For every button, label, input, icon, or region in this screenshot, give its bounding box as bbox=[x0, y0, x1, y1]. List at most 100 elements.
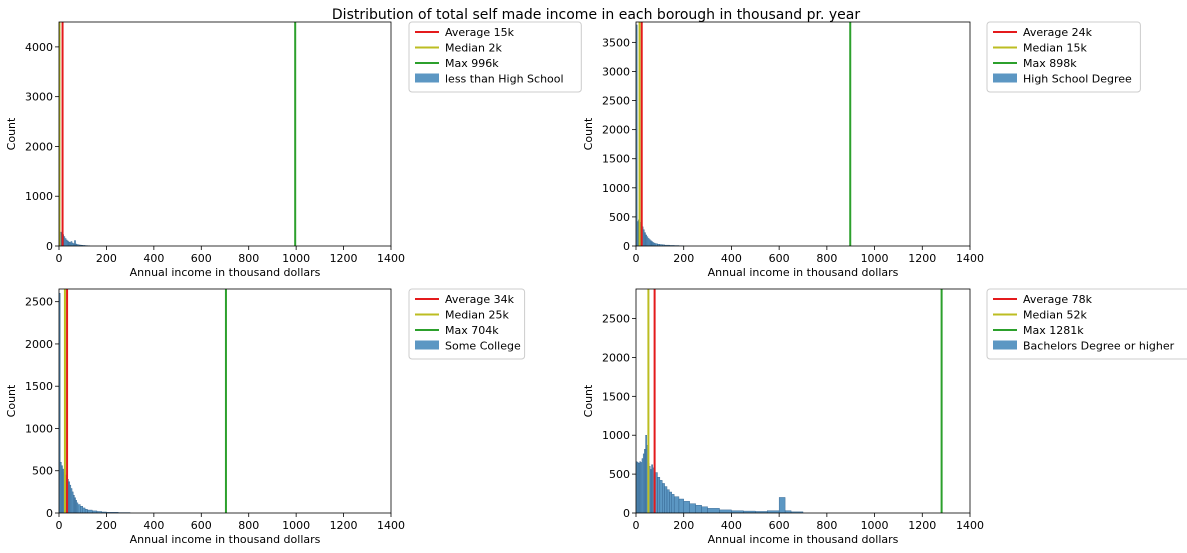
y-tick-label: 0 bbox=[46, 507, 53, 520]
legend-label: Some College bbox=[445, 340, 521, 353]
legend-label: Median 25k bbox=[445, 309, 510, 322]
hist-bar bbox=[664, 486, 668, 513]
subplot-2: 0 200 400 600 800 1000 1200 1400 0 500 1000 1500 200… bbox=[582, 21, 1141, 279]
legend-label: Average 15k bbox=[445, 26, 515, 39]
subplot-1: 0 200 400 600 800 1000 1200 1400 0 1000 2000 3000 40… bbox=[5, 21, 582, 279]
hist-bar bbox=[87, 509, 93, 513]
x-axis-label: Annual income in thousand dollars bbox=[130, 533, 321, 546]
plot-area bbox=[636, 289, 943, 513]
x-tick-label: 200 bbox=[673, 252, 694, 265]
axes-frame bbox=[58, 288, 392, 514]
subplot-4: 0 200 400 600 800 1000 1200 1400 0 500 1000 1500 200… bbox=[582, 288, 1187, 546]
legend: Average 15k Median 2k Max 996k less than Hi… bbox=[408, 21, 582, 93]
y-axis-label: Count bbox=[582, 384, 595, 417]
x-tick-label: 1000 bbox=[861, 252, 889, 265]
x-axis-label: Annual income in thousand dollars bbox=[708, 266, 899, 279]
hist-bar bbox=[790, 511, 804, 513]
y-tick-label: 500 bbox=[32, 465, 53, 478]
y-tick-label: 0 bbox=[46, 240, 53, 253]
y-tick-label: 2500 bbox=[25, 296, 53, 309]
hist-bar bbox=[666, 489, 670, 513]
hist-bar bbox=[678, 498, 684, 513]
legend-frame bbox=[986, 288, 1187, 360]
hist-bar bbox=[59, 293, 61, 513]
legend-patch-swatch bbox=[993, 73, 1017, 83]
y-tick-label: 0 bbox=[623, 240, 630, 253]
legend-label: Max 898k bbox=[1023, 57, 1077, 70]
legend-label: Bachelors Degree or higher bbox=[1023, 340, 1175, 353]
plot-area bbox=[636, 22, 852, 246]
hist-bar bbox=[659, 480, 663, 513]
legend-patch-swatch bbox=[993, 340, 1017, 350]
axes-frame bbox=[635, 21, 971, 247]
hist-bar bbox=[84, 508, 88, 513]
hist-bar bbox=[689, 503, 696, 513]
x-tick-label: 400 bbox=[721, 519, 742, 532]
hist-bar bbox=[683, 501, 690, 513]
figure-title: Distribution of total self made income i… bbox=[332, 7, 860, 23]
hist-bar bbox=[82, 507, 86, 513]
y-tick-label: 1000 bbox=[25, 190, 53, 203]
legend-label: Max 1281k bbox=[1023, 324, 1084, 337]
x-tick-label: 800 bbox=[238, 519, 259, 532]
x-tick-label: 800 bbox=[816, 519, 837, 532]
axes-frame bbox=[58, 21, 392, 247]
x-tick-label: 1200 bbox=[330, 252, 358, 265]
hist-bar bbox=[671, 494, 675, 513]
legend: Average 78k Median 52k Max 1281k Bachelors … bbox=[986, 288, 1187, 360]
legend: Average 34k Median 25k Max 704k Some Colleg… bbox=[408, 288, 526, 360]
hist-bar bbox=[636, 24, 638, 246]
hist-bar bbox=[662, 483, 665, 513]
y-tick-label: 1500 bbox=[602, 153, 630, 166]
y-tick-label: 2000 bbox=[602, 351, 630, 364]
hist-bar bbox=[673, 496, 680, 513]
y-tick-label: 500 bbox=[609, 468, 630, 481]
hist-bar bbox=[778, 497, 786, 513]
x-tick-label: 400 bbox=[143, 252, 164, 265]
y-tick-label: 2500 bbox=[602, 313, 630, 326]
x-tick-label: 600 bbox=[769, 519, 790, 532]
legend-label: Average 78k bbox=[1023, 293, 1093, 306]
hist-bar bbox=[74, 240, 76, 246]
x-tick-label: 1000 bbox=[282, 252, 310, 265]
legend-label: Max 704k bbox=[445, 324, 499, 337]
hist-bar bbox=[695, 505, 702, 513]
x-tick-label: 800 bbox=[816, 252, 837, 265]
y-tick-label: 3500 bbox=[602, 36, 630, 49]
x-tick-label: 1200 bbox=[908, 519, 936, 532]
x-tick-label: 1000 bbox=[282, 519, 310, 532]
x-tick-label: 800 bbox=[238, 252, 259, 265]
hist-bar bbox=[669, 491, 672, 513]
y-tick-label: 2500 bbox=[602, 95, 630, 108]
hist-bar bbox=[77, 504, 81, 513]
y-tick-label: 4000 bbox=[25, 41, 53, 54]
legend-frame bbox=[986, 21, 1141, 93]
y-tick-label: 2000 bbox=[602, 124, 630, 137]
y-tick-label: 3000 bbox=[602, 65, 630, 78]
plot-area bbox=[59, 22, 297, 246]
x-tick-label: 600 bbox=[769, 252, 790, 265]
subplot-3: 0 200 400 600 800 1000 1200 1400 0 500 1000 1500 200… bbox=[5, 288, 526, 546]
x-tick-label: 200 bbox=[96, 252, 117, 265]
y-tick-label: 500 bbox=[609, 211, 630, 224]
x-tick-label: 0 bbox=[56, 252, 63, 265]
hist-bar bbox=[707, 508, 720, 513]
x-tick-label: 0 bbox=[56, 519, 63, 532]
x-tick-label: 400 bbox=[721, 252, 742, 265]
y-axis-label: Count bbox=[582, 117, 595, 150]
x-tick-label: 1400 bbox=[956, 519, 984, 532]
y-tick-label: 1000 bbox=[602, 182, 630, 195]
x-axis-label: Annual income in thousand dollars bbox=[708, 533, 899, 546]
y-tick-label: 1500 bbox=[25, 380, 53, 393]
legend-patch-swatch bbox=[415, 340, 439, 350]
y-tick-label: 2000 bbox=[25, 338, 53, 351]
y-tick-label: 0 bbox=[623, 507, 630, 520]
legend: Average 24k Median 15k Max 898k High School… bbox=[986, 21, 1141, 93]
y-axis-label: Count bbox=[5, 117, 18, 150]
x-tick-label: 1200 bbox=[908, 252, 936, 265]
hist-bar bbox=[80, 506, 83, 513]
legend-label: Median 15k bbox=[1023, 42, 1088, 55]
legend-label: Max 996k bbox=[445, 57, 499, 70]
x-tick-label: 0 bbox=[633, 252, 640, 265]
